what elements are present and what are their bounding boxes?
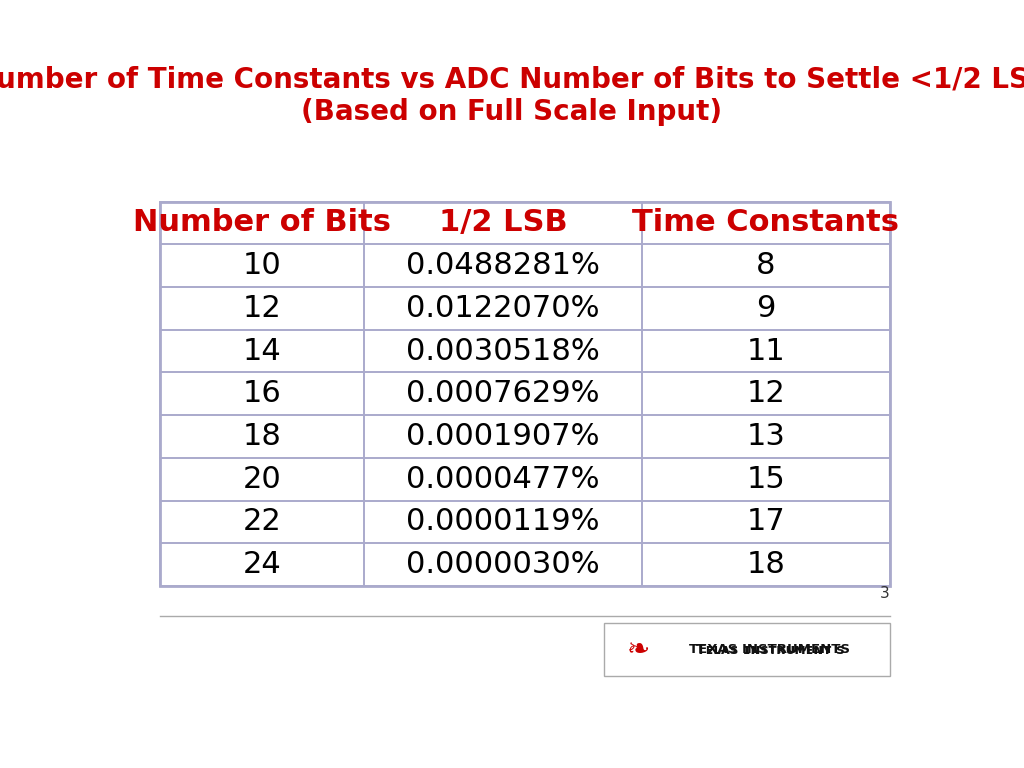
Bar [160, 501, 365, 543]
Text: 9: 9 [756, 294, 775, 323]
Bar [642, 501, 890, 543]
Text: 22: 22 [243, 508, 282, 536]
Bar [365, 501, 642, 543]
Text: 0.0000119%: 0.0000119% [407, 508, 600, 536]
Text: 17: 17 [746, 508, 785, 536]
Text: 18: 18 [746, 550, 785, 579]
Bar [365, 372, 642, 415]
Text: TEXAS INSTRUMENTS: TEXAS INSTRUMENTS [689, 644, 850, 657]
Text: 0.0030518%: 0.0030518% [407, 336, 600, 366]
Text: Number of Bits: Number of Bits [133, 208, 391, 237]
Text: 0.0001907%: 0.0001907% [407, 422, 600, 451]
Text: 16: 16 [243, 379, 282, 409]
Bar [160, 415, 365, 458]
Text: 0.0007629%: 0.0007629% [407, 379, 600, 409]
Bar [160, 372, 365, 415]
Text: 3: 3 [880, 586, 890, 601]
Text: 15: 15 [746, 465, 785, 494]
Bar [160, 329, 365, 372]
Text: Tᴇʟᴀs ɪɴsᴛʀᴜᴍᴇɴᴛ s: Tᴇʟᴀs ɪɴsᴛʀᴜᴍᴇɴᴛ s [695, 643, 844, 657]
Bar [365, 287, 642, 329]
Bar [365, 543, 642, 586]
Text: 12: 12 [746, 379, 785, 409]
Bar [365, 329, 642, 372]
Text: 0.0488281%: 0.0488281% [406, 251, 600, 280]
Bar [160, 201, 890, 586]
Bar [642, 415, 890, 458]
Bar [365, 244, 642, 287]
Bar [604, 623, 890, 677]
Bar [160, 287, 365, 329]
Text: Time Constants: Time Constants [632, 208, 899, 237]
Text: 20: 20 [243, 465, 282, 494]
Bar [642, 458, 890, 501]
Bar [160, 201, 365, 244]
Bar [160, 543, 365, 586]
Text: 1/2 LSB: 1/2 LSB [438, 208, 567, 237]
Bar [160, 244, 365, 287]
Bar [642, 372, 890, 415]
Text: 14: 14 [243, 336, 282, 366]
Bar [365, 458, 642, 501]
Text: 10: 10 [243, 251, 282, 280]
Text: 0.0122070%: 0.0122070% [407, 294, 600, 323]
Bar [365, 415, 642, 458]
Text: 0.0000477%: 0.0000477% [407, 465, 600, 494]
Text: Number of Time Constants vs ADC Number of Bits to Settle <1/2 LSB
(Based on Full: Number of Time Constants vs ADC Number o… [0, 65, 1024, 126]
Bar [642, 201, 890, 244]
Bar [642, 287, 890, 329]
Text: 11: 11 [746, 336, 785, 366]
Text: 12: 12 [243, 294, 282, 323]
Text: 24: 24 [243, 550, 282, 579]
Bar [642, 329, 890, 372]
Bar [365, 201, 642, 244]
Bar [160, 458, 365, 501]
Bar [642, 244, 890, 287]
Text: 18: 18 [243, 422, 282, 451]
Text: 8: 8 [756, 251, 775, 280]
Bar [642, 543, 890, 586]
Text: ❧: ❧ [627, 636, 650, 664]
Text: 0.0000030%: 0.0000030% [407, 550, 600, 579]
Text: 13: 13 [746, 422, 785, 451]
